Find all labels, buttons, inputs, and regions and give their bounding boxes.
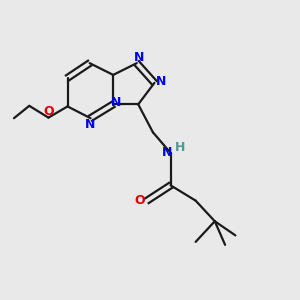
Text: N: N	[134, 51, 144, 64]
Text: N: N	[111, 95, 121, 109]
Text: N: N	[156, 75, 166, 88]
Text: N: N	[162, 146, 172, 159]
Text: N: N	[85, 118, 96, 131]
Text: O: O	[134, 194, 145, 207]
Text: H: H	[175, 141, 185, 154]
Text: O: O	[43, 105, 54, 118]
